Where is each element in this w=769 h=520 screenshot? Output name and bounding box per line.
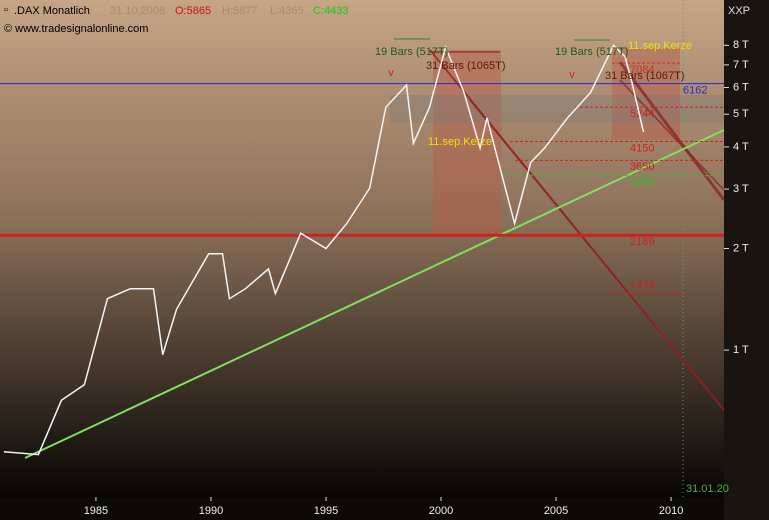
y-tick-label: 8 T	[733, 39, 749, 51]
x-tick-label: 1995	[314, 505, 338, 517]
zone	[390, 95, 724, 123]
y-tick-label: 1 T	[733, 344, 749, 356]
axis-background	[0, 497, 724, 520]
level-label: 3289	[630, 177, 654, 189]
x-tick-label: 2005	[544, 505, 568, 517]
level-label: 1479	[630, 280, 654, 292]
title: .DAX Monatlich	[14, 5, 90, 17]
ohlc: C:4433	[313, 5, 348, 17]
date: 31.10.2008	[110, 5, 165, 17]
signal: v	[388, 67, 394, 79]
zone	[433, 50, 501, 236]
x-tick-label: 1990	[199, 505, 223, 517]
level-label: 3650	[630, 161, 654, 173]
annotation: 11.sep.Kerze	[428, 136, 492, 148]
level-label: 4150	[630, 142, 654, 154]
annotation: 31 Bars (1065T)	[426, 60, 505, 72]
y-tick-label: 3 T	[733, 183, 749, 195]
cursor-label: 31.01.20	[686, 483, 729, 495]
ohlc: L:4365	[270, 5, 304, 17]
price-line	[3, 44, 645, 456]
annotation: 11.sep.Kerze	[628, 40, 692, 52]
x-tick-label: 2010	[659, 505, 683, 517]
y-tick-label: 2 T	[733, 242, 749, 254]
corner-label: XXP	[728, 5, 750, 17]
signal: v	[569, 69, 575, 81]
axis-background	[724, 0, 769, 520]
trend-line	[618, 61, 726, 201]
x-tick-label: 1985	[84, 505, 108, 517]
support-line	[24, 129, 725, 459]
icon: ▫	[4, 4, 8, 16]
annotation: 19 Bars (517T)	[375, 46, 448, 58]
level-label: 2189	[630, 236, 654, 248]
ohlc: H:5877	[222, 5, 257, 17]
trend-line	[619, 79, 725, 191]
level-label: 7084	[630, 64, 654, 76]
y-tick-label: 6 T	[733, 81, 749, 93]
trend-line	[469, 99, 725, 411]
level-label: 5244	[630, 108, 654, 120]
y-tick-label: 4 T	[733, 141, 749, 153]
x-tick-label: 2000	[429, 505, 453, 517]
source: © www.tradesignalonline.com	[4, 23, 148, 35]
level-label: 6162	[683, 84, 707, 96]
ohlc: O:5865	[175, 5, 211, 17]
annotation: 19 Bars (517T)	[555, 46, 628, 58]
annotation: 31 Bars (1067T)	[605, 70, 684, 82]
y-tick-label: 7 T	[733, 59, 749, 71]
y-tick-label: 5 T	[733, 108, 749, 120]
